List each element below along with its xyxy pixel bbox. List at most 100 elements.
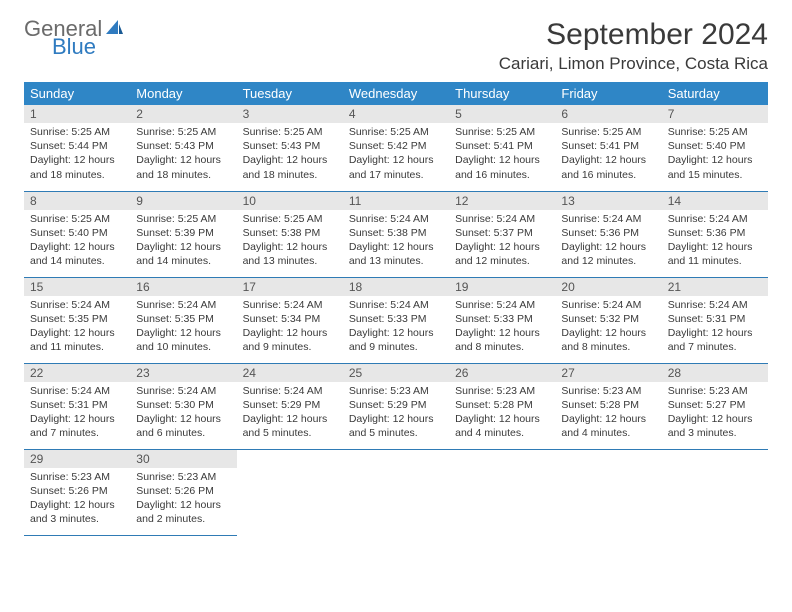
sunset-line: Sunset: 5:32 PM <box>561 312 655 326</box>
daylight-line: Daylight: 12 hours and 16 minutes. <box>561 153 655 181</box>
month-title: September 2024 <box>499 18 768 52</box>
weekday-header: Thursday <box>449 82 555 105</box>
day-number: 29 <box>24 450 130 468</box>
day-number: 19 <box>449 278 555 296</box>
calendar-cell: 20Sunrise: 5:24 AMSunset: 5:32 PMDayligh… <box>555 277 661 363</box>
sunrise-line: Sunrise: 5:24 AM <box>243 384 337 398</box>
calendar-row: 29 Sunrise: 5:23 AMSunset: 5:26 PM Dayligh… <box>24 449 768 535</box>
day-details: Sunrise: 5:23 AMSunset: 5:29 PMDaylight:… <box>343 382 449 447</box>
day-details: Sunrise: 5:24 AMSunset: 5:36 PMDaylight:… <box>662 210 768 275</box>
sunrise-line: Sunrise: 5:24 AM <box>243 298 337 312</box>
calendar-cell: 22Sunrise: 5:24 AMSunset: 5:31 PMDayligh… <box>24 363 130 449</box>
calendar-cell <box>343 449 449 535</box>
daylight-line: Daylight: 12 hours and 10 minutes. <box>136 326 230 354</box>
sunset-line: Sunset: 5:28 PM <box>455 398 549 412</box>
daylight-line: Daylight: 12 hours and 14 minutes. <box>30 240 124 268</box>
day-number: 9 <box>130 192 236 210</box>
sunrise-line: Sunrise: 5:25 AM <box>561 125 655 139</box>
calendar-row: 1Sunrise: 5:25 AMSunset: 5:44 PMDaylight… <box>24 105 768 191</box>
daylight-line: Daylight: 12 hours and 2 minutes. <box>136 498 230 526</box>
day-number: 5 <box>449 105 555 123</box>
daylight-line: Daylight: 12 hours and 16 minutes. <box>455 153 549 181</box>
daylight-line: Daylight: 12 hours and 9 minutes. <box>243 326 337 354</box>
calendar-cell: 10Sunrise: 5:25 AMSunset: 5:38 PMDayligh… <box>237 191 343 277</box>
calendar-cell: 11Sunrise: 5:24 AMSunset: 5:38 PMDayligh… <box>343 191 449 277</box>
day-number: 2 <box>130 105 236 123</box>
day-number: 1 <box>24 105 130 123</box>
header: General Blue September 2024 Cariari, Lim… <box>24 18 768 74</box>
sunset-line: Sunset: 5:36 PM <box>561 226 655 240</box>
sunset-line: Sunset: 5:36 PM <box>668 226 762 240</box>
calendar-cell <box>662 449 768 535</box>
daylight-line: Daylight: 12 hours and 18 minutes. <box>243 153 337 181</box>
calendar-cell: 29Sunrise: 5:23 AMSunset: 5:26 PMDayligh… <box>24 449 130 535</box>
day-number: 18 <box>343 278 449 296</box>
sunset-line: Sunset: 5:31 PM <box>30 398 124 412</box>
sunset-line: Sunset: 5:38 PM <box>349 226 443 240</box>
day-number: 24 <box>237 364 343 382</box>
calendar-cell: 7Sunrise: 5:25 AMSunset: 5:40 PMDaylight… <box>662 105 768 191</box>
day-details: Sunrise: 5:24 AMSunset: 5:32 PMDaylight:… <box>555 296 661 361</box>
day-number: 15 <box>24 278 130 296</box>
day-details: Sunrise: 5:24 AMSunset: 5:35 PMDaylight:… <box>130 296 236 361</box>
sunrise-line: Sunrise: 5:24 AM <box>30 298 124 312</box>
sunrise-line: Sunrise: 5:25 AM <box>136 212 230 226</box>
sunrise-line: Sunrise: 5:24 AM <box>668 298 762 312</box>
day-details: Sunrise: 5:24 AMSunset: 5:37 PMDaylight:… <box>449 210 555 275</box>
day-number: 22 <box>24 364 130 382</box>
daylight-line: Daylight: 12 hours and 4 minutes. <box>561 412 655 440</box>
daylight-line: Daylight: 12 hours and 8 minutes. <box>561 326 655 354</box>
day-details: Sunrise: 5:25 AMSunset: 5:40 PMDaylight:… <box>662 123 768 188</box>
day-details: Sunrise: 5:25 AMSunset: 5:40 PMDaylight:… <box>24 210 130 275</box>
calendar-cell: 8Sunrise: 5:25 AMSunset: 5:40 PMDaylight… <box>24 191 130 277</box>
sunrise-line: Sunrise: 5:25 AM <box>455 125 549 139</box>
weekday-header: Wednesday <box>343 82 449 105</box>
day-number: 6 <box>555 105 661 123</box>
calendar-cell: 21Sunrise: 5:24 AMSunset: 5:31 PMDayligh… <box>662 277 768 363</box>
sunset-line: Sunset: 5:26 PM <box>30 484 124 498</box>
sunset-line: Sunset: 5:31 PM <box>668 312 762 326</box>
daylight-line: Daylight: 12 hours and 12 minutes. <box>455 240 549 268</box>
sunset-line: Sunset: 5:41 PM <box>561 139 655 153</box>
sunrise-line: Sunrise: 5:24 AM <box>455 298 549 312</box>
day-number: 10 <box>237 192 343 210</box>
daylight-line: Daylight: 12 hours and 7 minutes. <box>30 412 124 440</box>
sunset-line: Sunset: 5:44 PM <box>30 139 124 153</box>
day-number: 8 <box>24 192 130 210</box>
day-details: Sunrise: 5:24 AMSunset: 5:29 PMDaylight:… <box>237 382 343 447</box>
day-details: Sunrise: 5:24 AMSunset: 5:31 PMDaylight:… <box>24 382 130 447</box>
sunrise-line: Sunrise: 5:25 AM <box>30 125 124 139</box>
sunrise-line: Sunrise: 5:23 AM <box>561 384 655 398</box>
weekday-header: Monday <box>130 82 236 105</box>
day-number: 20 <box>555 278 661 296</box>
calendar-cell: 25Sunrise: 5:23 AMSunset: 5:29 PMDayligh… <box>343 363 449 449</box>
day-details: Sunrise: 5:24 AMSunset: 5:36 PMDaylight:… <box>555 210 661 275</box>
calendar-body: 1Sunrise: 5:25 AMSunset: 5:44 PMDaylight… <box>24 105 768 535</box>
calendar-cell: 5Sunrise: 5:25 AMSunset: 5:41 PMDaylight… <box>449 105 555 191</box>
sunrise-line: Sunrise: 5:24 AM <box>136 298 230 312</box>
daylight-line: Daylight: 12 hours and 7 minutes. <box>668 326 762 354</box>
calendar-cell: 24Sunrise: 5:24 AMSunset: 5:29 PMDayligh… <box>237 363 343 449</box>
weekday-header-row: Sunday Monday Tuesday Wednesday Thursday… <box>24 82 768 105</box>
sunset-line: Sunset: 5:35 PM <box>136 312 230 326</box>
day-number: 25 <box>343 364 449 382</box>
day-details: Sunrise: 5:25 AMSunset: 5:44 PMDaylight:… <box>24 123 130 188</box>
calendar-cell: 2Sunrise: 5:25 AMSunset: 5:43 PMDaylight… <box>130 105 236 191</box>
calendar-cell: 16Sunrise: 5:24 AMSunset: 5:35 PMDayligh… <box>130 277 236 363</box>
day-number: 23 <box>130 364 236 382</box>
day-details: Sunrise: 5:24 AMSunset: 5:31 PMDaylight:… <box>662 296 768 361</box>
calendar-cell: 26Sunrise: 5:23 AMSunset: 5:28 PMDayligh… <box>449 363 555 449</box>
sunrise-line: Sunrise: 5:24 AM <box>668 212 762 226</box>
calendar-cell: 15Sunrise: 5:24 AMSunset: 5:35 PMDayligh… <box>24 277 130 363</box>
sunrise-line: Sunrise: 5:23 AM <box>30 470 124 484</box>
sunrise-line: Sunrise: 5:24 AM <box>455 212 549 226</box>
sunrise-line: Sunrise: 5:25 AM <box>349 125 443 139</box>
day-details: Sunrise: 5:24 AMSunset: 5:34 PMDaylight:… <box>237 296 343 361</box>
calendar-cell: 13Sunrise: 5:24 AMSunset: 5:36 PMDayligh… <box>555 191 661 277</box>
sunset-line: Sunset: 5:42 PM <box>349 139 443 153</box>
calendar-cell: 6 Sunrise: 5:25 AMSunset: 5:41 PMDaylight… <box>555 105 661 191</box>
daylight-line: Daylight: 12 hours and 12 minutes. <box>561 240 655 268</box>
daylight-line: Daylight: 12 hours and 9 minutes. <box>349 326 443 354</box>
sunrise-line: Sunrise: 5:25 AM <box>136 125 230 139</box>
day-details: Sunrise: 5:23 AMSunset: 5:27 PMDaylight:… <box>662 382 768 447</box>
